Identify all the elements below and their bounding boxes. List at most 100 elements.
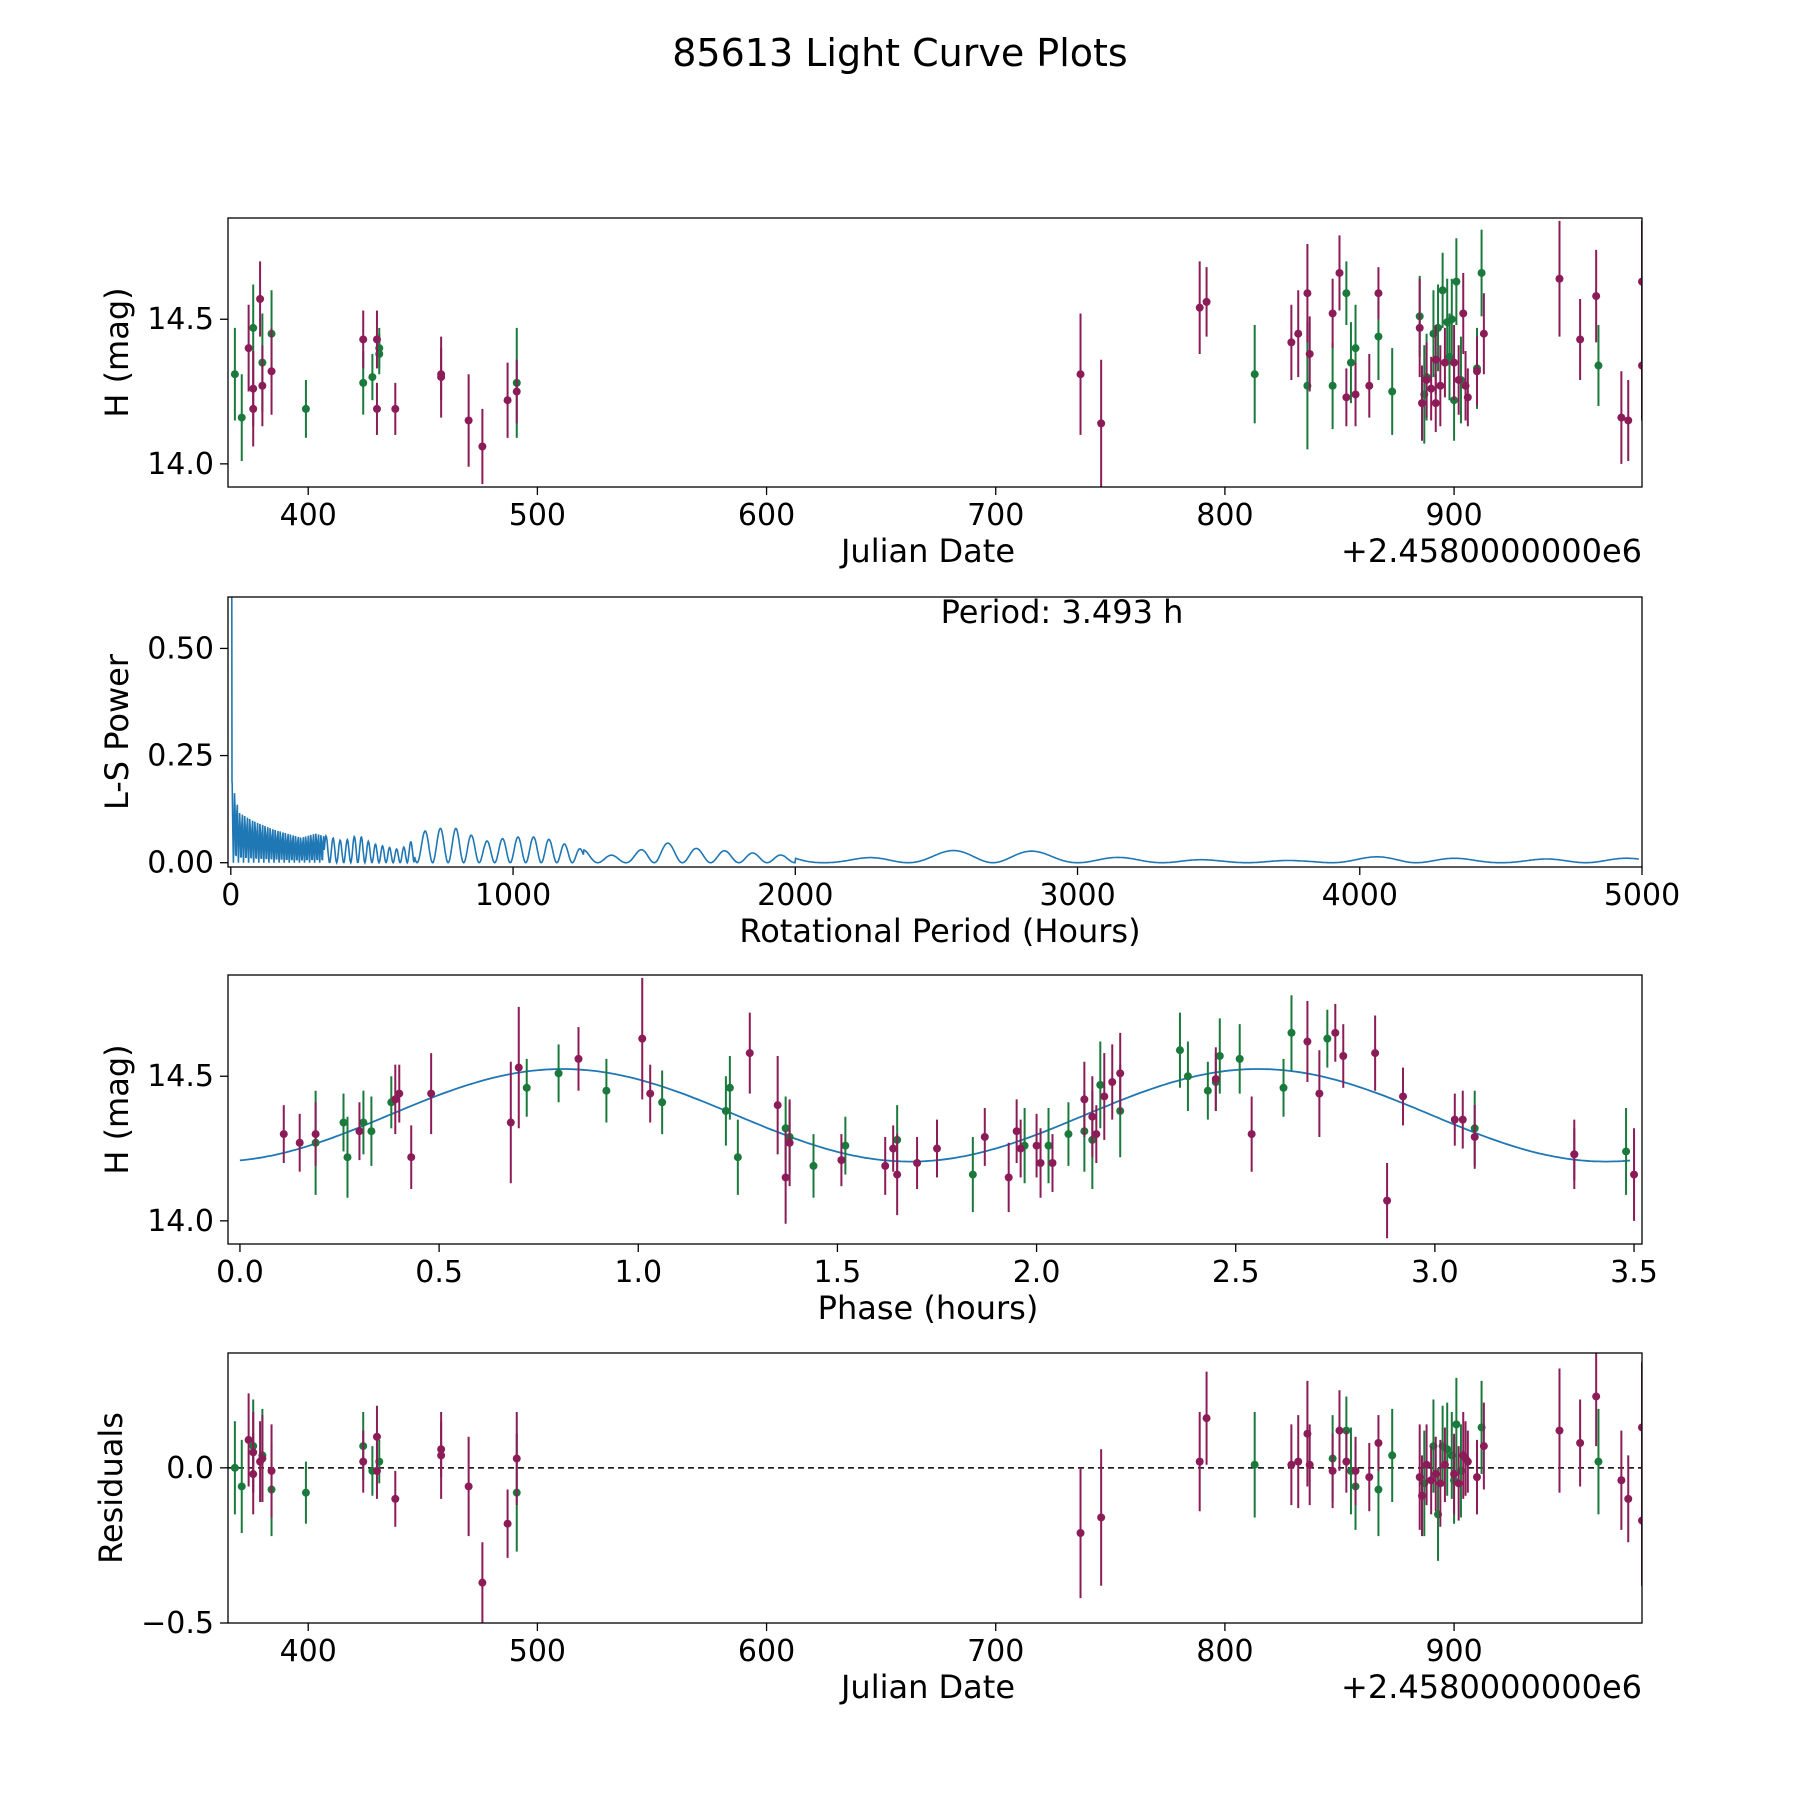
period-annotation: Period: 3.493 h [941,593,1184,631]
data-point-green [1351,344,1360,353]
y-tick-label: 14.5 [147,302,214,337]
x-axis-label: Julian Date [839,1668,1015,1706]
data-point-green [1215,1051,1224,1060]
data-point-maroon [372,1432,381,1441]
data-point-maroon [1036,1159,1045,1168]
data-point-maroon [506,1118,515,1127]
data-point-maroon [1032,1141,1041,1150]
x-tick-label: 1.5 [814,1255,862,1290]
data-point-green [1279,1083,1288,1092]
data-point-maroon [1097,419,1106,428]
data-point-green [237,413,246,422]
data-point-maroon [395,1089,404,1098]
x-axis-label: Phase (hours) [818,1289,1039,1327]
data-point-maroon [1004,1173,1013,1182]
data-point-maroon [1555,1426,1564,1435]
data-point-maroon [1335,1426,1344,1435]
x-tick-label: 600 [738,498,795,533]
data-point-maroon [1097,1513,1106,1522]
data-point-maroon [391,404,400,413]
data-point-green [809,1161,818,1170]
y-axis-label: Residuals [92,1412,130,1564]
data-point-maroon [1630,1170,1639,1179]
data-point-green [1374,332,1383,341]
x-tick-label: 2000 [757,878,833,913]
data-point-maroon [295,1138,304,1147]
data-point-maroon [1202,297,1211,306]
data-point-maroon [437,370,446,379]
data-point-green [1388,387,1397,396]
data-point-maroon [1294,1457,1303,1466]
data-point-maroon [1315,1089,1324,1098]
data-point-green [1594,1457,1603,1466]
data-point-maroon [1470,1132,1479,1141]
data-point-maroon [1305,349,1314,358]
data-point-maroon [256,294,265,303]
y-tick-label: 0.50 [147,631,214,666]
data-point-maroon [1617,1476,1626,1485]
data-point-green [1287,1028,1296,1037]
plot-area [228,1353,1642,1623]
light-curve-panel: 400 500 600 700 800 900 14.0 14.5 Julian Date H (… [98,217,1643,570]
data-point-green [1477,268,1486,277]
y-tick-label: 0.25 [147,739,214,774]
data-point-green [1346,358,1355,367]
data-point-maroon [1303,1037,1312,1046]
data-point-maroon [503,396,512,405]
periodogram-line [231,597,1640,866]
data-point-maroon [1048,1159,1057,1168]
data-point-maroon [1247,1130,1256,1139]
data-point-maroon [1088,1112,1097,1121]
data-point-green [733,1153,742,1162]
data-point-maroon [372,335,381,344]
data-point-maroon [1328,309,1337,318]
data-point-maroon [1436,1479,1445,1488]
data-point-maroon [1555,274,1564,283]
data-point-maroon [1342,393,1351,402]
data-point-maroon [773,1101,782,1110]
x-tick-label: 3.0 [1411,1255,1459,1290]
data-point-maroon [1365,381,1374,390]
data-point-maroon [1463,1457,1472,1466]
data-point-maroon [1638,277,1642,286]
data-point-maroon [646,1089,655,1098]
data-point-maroon [258,381,267,390]
x-tick-label: 0.0 [216,1255,264,1290]
data-point-maroon [1431,399,1440,408]
data-point-maroon [1422,375,1431,384]
data-point-maroon [478,442,487,451]
data-point-green [1328,381,1337,390]
data-point-maroon [980,1132,989,1141]
data-point-maroon [407,1153,416,1162]
data-point-maroon [1415,323,1424,332]
y-axis-label: L-S Power [98,653,136,810]
figure-title: 85613 Light Curve Plots [672,31,1127,75]
x-tick-label: 0 [221,878,240,913]
data-point-maroon [1431,1470,1440,1479]
x-tick-label: 600 [738,1634,795,1669]
data-point-maroon [359,1457,368,1466]
axes-frame [227,1352,1643,1624]
data-point-green [968,1170,977,1179]
data-point-maroon [1342,1457,1351,1466]
data-point-maroon [1016,1144,1025,1153]
periodogram-panel: 0 1000 2000 3000 4000 5000 0.00 0.25 0.50 Rotatio… [98,593,1680,950]
data-point-maroon [249,1448,258,1457]
data-point-maroon [464,1482,473,1491]
data-point-maroon [1076,1529,1085,1537]
data-point-maroon [311,1130,320,1139]
data-point-maroon [514,1063,523,1072]
x-tick-label: 2.0 [1013,1255,1061,1290]
data-point-maroon [1422,1460,1431,1469]
data-point-maroon [913,1159,922,1168]
data-point-maroon [1080,1095,1089,1104]
x-axis-label: Julian Date [839,532,1015,570]
data-point-maroon [1399,1092,1408,1101]
data-point-maroon [1638,1516,1642,1525]
data-point-maroon [1454,375,1463,384]
data-point-green [339,1118,348,1127]
data-point-maroon [1427,384,1436,393]
data-point-maroon [1287,1460,1296,1469]
y-tick-label: 0.0 [166,1451,214,1486]
data-point-maroon [464,416,473,425]
